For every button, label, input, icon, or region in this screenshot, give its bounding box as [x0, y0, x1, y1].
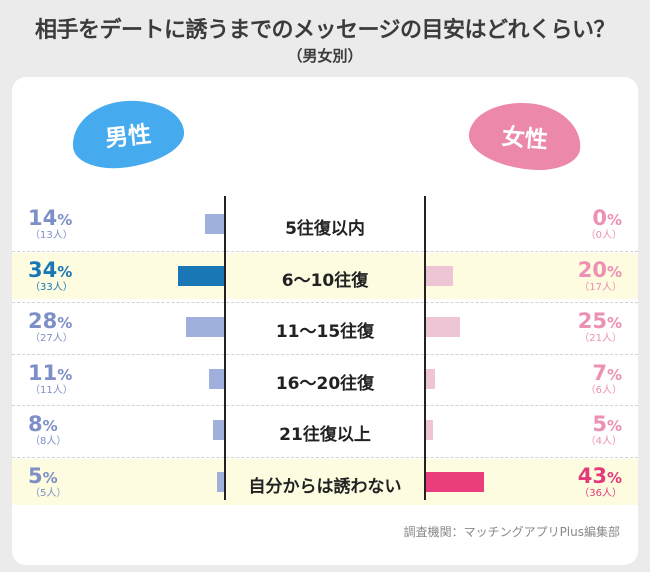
- value-number: 34: [28, 257, 58, 282]
- female-count: （4人）: [585, 436, 622, 447]
- legend-female: 女性: [466, 98, 584, 174]
- value-number: 43: [577, 463, 607, 488]
- value-number: 11: [28, 360, 58, 385]
- female-count: （36人）: [579, 487, 622, 499]
- value-unit: %: [57, 211, 73, 229]
- value-number: 20: [577, 257, 607, 282]
- source-note: 調査機関：マッチングアプリPlus編集部: [403, 525, 620, 539]
- category-label: 21往復以上: [279, 425, 371, 445]
- row-separator: [12, 302, 638, 303]
- female-count: （0人）: [585, 230, 622, 241]
- row-separator: [12, 353, 638, 355]
- axis-line-right: [424, 196, 426, 500]
- male-count: （5人）: [30, 487, 67, 499]
- category-label: 6〜10往復: [281, 270, 369, 291]
- value-unit: %: [606, 365, 622, 384]
- male-bar: [217, 471, 224, 492]
- value-unit: %: [57, 262, 73, 281]
- legend-male-label: 男性: [104, 121, 153, 153]
- male-count: （33人）: [30, 281, 73, 293]
- male-percent: 11%: [28, 360, 73, 385]
- male-bar: [178, 265, 224, 286]
- female-percent: 20%: [577, 257, 622, 282]
- male-percent: 5%: [28, 463, 58, 488]
- value-number: 5: [28, 463, 43, 488]
- value-unit: %: [42, 417, 58, 435]
- value-unit: %: [606, 314, 622, 332]
- female-bar: [426, 420, 433, 440]
- male-percent: 14%: [28, 208, 72, 229]
- row-separator: [12, 456, 638, 458]
- male-bar: [186, 317, 224, 337]
- row-separator: [12, 250, 638, 252]
- value-unit: %: [606, 262, 622, 281]
- male-bar: [213, 420, 224, 440]
- value-unit: %: [42, 468, 58, 487]
- value-unit: %: [606, 468, 622, 487]
- value-unit: %: [57, 314, 73, 332]
- value-number: 25: [577, 309, 607, 333]
- female-percent: 5%: [592, 414, 622, 435]
- female-bar: [426, 471, 485, 492]
- female-percent: 0%: [592, 208, 622, 229]
- category-label: 16〜20往復: [275, 373, 375, 394]
- male-percent: 8%: [28, 414, 58, 435]
- female-percent: 25%: [578, 311, 622, 332]
- chart-subtitle: （男女別）: [287, 47, 363, 65]
- male-bar: [209, 368, 224, 389]
- female-percent: 43%: [577, 463, 622, 488]
- value-unit: %: [606, 211, 622, 229]
- male-count: （11人）: [30, 384, 73, 396]
- female-count: （21人）: [579, 333, 622, 344]
- female-bar: [426, 265, 453, 286]
- male-count: （27人）: [30, 333, 73, 344]
- female-bar: [426, 368, 436, 389]
- axis-line-left: [224, 196, 226, 500]
- female-percent: 7%: [592, 360, 622, 385]
- value-number: 7: [592, 360, 607, 385]
- row-highlight: [12, 459, 638, 505]
- value-number: 8: [28, 412, 43, 436]
- category-label: 11〜15往復: [275, 322, 375, 342]
- category-label: 自分からは誘わない: [248, 476, 402, 497]
- value-number: 14: [28, 206, 58, 230]
- male-count: （13人）: [30, 230, 73, 241]
- male-count: （8人）: [30, 436, 67, 447]
- row-separator: [12, 405, 638, 406]
- category-label: 5往復以内: [285, 219, 365, 239]
- value-unit: %: [606, 417, 622, 435]
- female-bar: [426, 317, 460, 337]
- row-highlight: [12, 253, 638, 299]
- value-number: 28: [28, 309, 58, 333]
- male-bar: [205, 214, 224, 234]
- chart-title: 相手をデートに誘うまでのメッセージの目安はどれくらい？: [34, 18, 616, 43]
- value-unit: %: [57, 365, 73, 384]
- value-number: 5: [592, 412, 607, 436]
- male-percent: 28%: [28, 311, 72, 332]
- chart-card: 男性 女性 5往復以内 14% （13人） 0% （0人） 6〜10往復 34% （33人） 2…: [12, 77, 638, 565]
- male-percent: 34%: [28, 257, 73, 282]
- female-count: （6人）: [585, 384, 622, 396]
- legend-female-label: 女性: [500, 124, 549, 154]
- female-count: （17人）: [579, 281, 622, 293]
- value-number: 0: [592, 206, 607, 230]
- legend-male: 男性: [68, 95, 188, 173]
